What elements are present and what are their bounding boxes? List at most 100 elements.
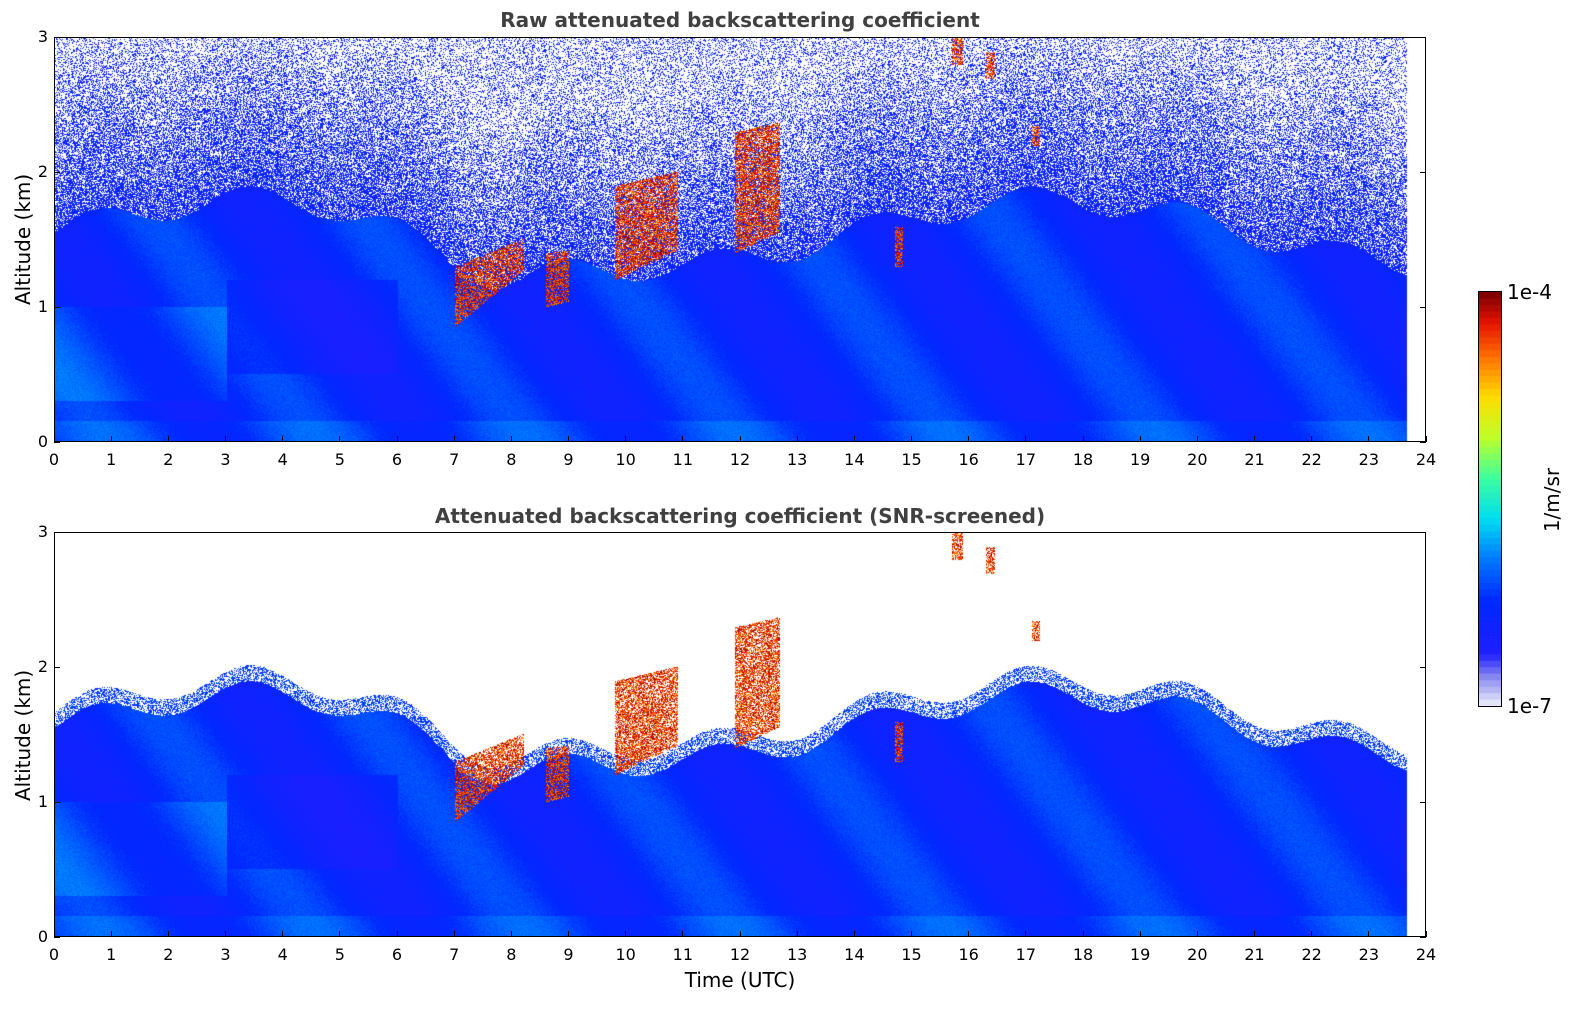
panel1-y-tick-label: 1	[37, 297, 48, 316]
panel1-x-tick-label: 11	[672, 450, 693, 469]
panel1-x-tick	[968, 436, 970, 442]
panel2-x-tick-label: 3	[220, 945, 231, 964]
panel1-x-tick	[1425, 436, 1427, 442]
panel2-x-tick-label: 19	[1129, 945, 1151, 964]
panel2-x-tick-label: 2	[163, 945, 174, 964]
panel1-x-tick-label: 22	[1301, 450, 1322, 469]
panel2-x-tick	[568, 931, 569, 937]
panel1-y-tick	[54, 171, 60, 173]
panel1-x-tick-label: 18	[1072, 450, 1094, 469]
panel1-x-tick-label: 23	[1358, 450, 1379, 469]
panel1-y-tick-label: 3	[37, 27, 48, 46]
panel1-x-tick-label: 15	[901, 450, 922, 469]
panel2-x-tick-label: 5	[334, 945, 345, 964]
panel2-y-tick	[54, 801, 60, 803]
panel2-x-tick-label: 23	[1358, 945, 1379, 964]
panel2-y-tick	[54, 936, 60, 938]
panel2-x-tick	[1425, 931, 1427, 937]
panel1-x-tick	[453, 436, 455, 442]
panel2-x-tick	[1025, 931, 1027, 937]
panel2-x-tick-label: 22	[1301, 945, 1322, 964]
panel1-y-tick-label: 2	[37, 162, 48, 181]
panel1-y-tick-label: 0	[37, 432, 48, 451]
panel2-x-tick	[110, 931, 112, 937]
panel1-x-tick-label: 5	[334, 450, 345, 469]
panel1-x-tick-label: 16	[958, 450, 979, 469]
panel1-x-tick	[339, 436, 341, 442]
panel1-y-tick	[1420, 306, 1426, 308]
panel1-ylabel: Altitude (km)	[11, 173, 35, 305]
panel2-x-tick-label: 12	[729, 945, 751, 964]
panel1-y-tick	[54, 36, 60, 38]
panel2-x-tick	[53, 931, 55, 937]
colorbar-gradient	[1479, 292, 1501, 706]
panel1-x-tick	[796, 436, 798, 442]
panel2-x-tick	[1196, 931, 1198, 937]
panel2-x-tick	[167, 931, 169, 937]
panel1-heatmap-canvas	[55, 38, 1425, 441]
panel1-x-tick	[1254, 436, 1255, 442]
panel1-x-tick-label: 2	[163, 450, 174, 469]
panel1-x-tick-label: 12	[729, 450, 751, 469]
panel2-x-tick-label: 24	[1415, 945, 1437, 964]
panel2-x-tick-label: 4	[277, 945, 288, 964]
panel1-x-tick-label: 0	[48, 450, 60, 469]
panel1-y-tick	[1420, 36, 1426, 38]
panel1-x-tick	[739, 436, 741, 442]
panel1-x-tick-label: 8	[506, 450, 517, 469]
panel1-y-tick	[1420, 441, 1426, 443]
panel2-x-tick-label: 10	[615, 945, 636, 964]
panel2-x-tick	[796, 931, 798, 937]
panel2-y-tick-label: 1	[37, 792, 48, 811]
panel1-x-tick-label: 14	[844, 450, 865, 469]
panel1-y-tick	[54, 441, 60, 443]
colorbar-label: 1/m/sr	[1540, 467, 1564, 533]
panel2-x-tick-label: 20	[1187, 945, 1208, 964]
panel1-x-tick	[1025, 436, 1027, 442]
panel2-x-tick-label: 11	[672, 945, 693, 964]
panel2-y-tick	[54, 531, 60, 533]
panel1-x-tick	[568, 436, 569, 442]
panel1-x-tick	[1368, 436, 1370, 442]
panel1-x-tick	[1196, 436, 1198, 442]
panel2-x-tick	[1082, 931, 1084, 937]
panel1-x-tick	[625, 436, 627, 442]
panel1-x-tick-label: 6	[391, 450, 403, 469]
panel2-x-tick	[453, 931, 455, 937]
colorbar-min-label: 1e-7	[1507, 694, 1552, 718]
panel1-x-tick	[53, 436, 55, 442]
panel1-x-tick	[853, 436, 855, 442]
panel2-y-tick-label: 3	[37, 522, 48, 541]
panel2-y-tick-label: 2	[37, 657, 48, 676]
panel1-x-tick	[110, 436, 112, 442]
panel1-x-tick-label: 9	[563, 450, 574, 469]
panel2-x-tick	[968, 931, 970, 937]
colorbar	[1478, 291, 1502, 707]
panel1-x-tick-label: 1	[106, 450, 117, 469]
panel2-y-tick-label: 0	[37, 927, 48, 946]
panel1-x-tick-label: 13	[786, 450, 808, 469]
panel1-x-tick	[167, 436, 169, 442]
panel2-x-tick	[1254, 931, 1255, 937]
panel2-x-tick-label: 14	[844, 945, 865, 964]
panel2-x-tick-label: 17	[1015, 945, 1036, 964]
panel2-title: Attenuated backscattering coefficient (S…	[434, 504, 1046, 528]
panel1-x-tick-label: 3	[220, 450, 231, 469]
panel2-x-tick-label: 21	[1244, 945, 1265, 964]
panel2-x-tick-label: 6	[391, 945, 403, 964]
panel2-x-tick	[510, 931, 512, 937]
panel2-heatmap	[54, 532, 1426, 937]
panel1-x-tick	[1082, 436, 1084, 442]
panel2-x-tick	[1139, 931, 1141, 937]
panel1-x-tick	[510, 436, 512, 442]
panel2-y-tick	[1420, 936, 1426, 938]
panel1-x-tick	[225, 436, 226, 442]
panel1-x-tick-label: 10	[615, 450, 636, 469]
panel2-y-tick	[1420, 531, 1426, 533]
panel2-x-tick-label: 0	[48, 945, 60, 964]
panel1-x-tick	[396, 436, 398, 442]
panel1-y-tick	[54, 306, 60, 308]
panel1-x-tick-label: 4	[277, 450, 288, 469]
panel2-y-tick	[1420, 801, 1426, 803]
panel2-x-tick-label: 15	[901, 945, 922, 964]
